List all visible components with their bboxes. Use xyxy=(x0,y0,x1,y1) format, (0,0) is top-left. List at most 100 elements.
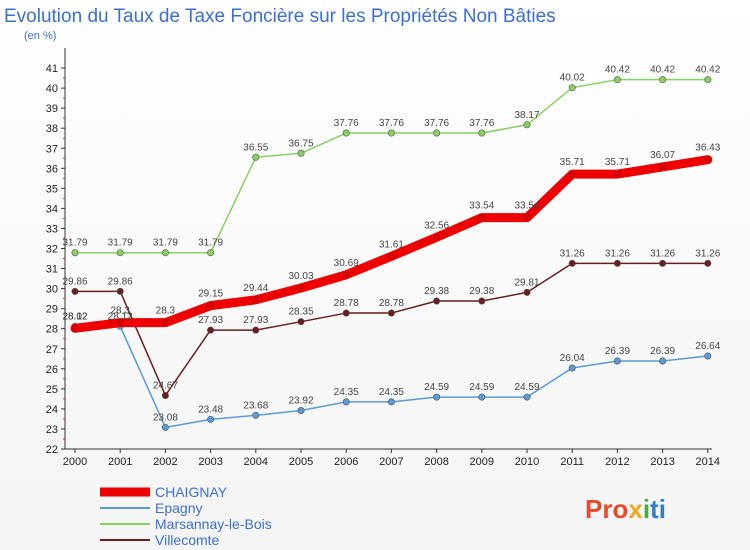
data-point xyxy=(387,129,395,137)
data-point xyxy=(71,324,79,332)
data-point xyxy=(342,398,350,406)
data-point xyxy=(478,297,486,305)
data-label: 23.08 xyxy=(153,412,178,423)
y-tick-label: 24 xyxy=(46,404,58,416)
data-point xyxy=(161,249,169,257)
data-point xyxy=(297,318,305,326)
data-label: 28.3 xyxy=(156,306,176,317)
data-label: 36.07 xyxy=(650,150,675,161)
data-point xyxy=(252,326,260,334)
data-point xyxy=(659,76,667,84)
data-point xyxy=(613,259,621,267)
data-label: 24.59 xyxy=(469,382,494,393)
data-point xyxy=(162,319,169,326)
data-label: 28.3 xyxy=(110,306,130,317)
data-label: 29.81 xyxy=(514,277,539,288)
data-point xyxy=(297,284,305,292)
x-tick-label: 2012 xyxy=(605,456,629,468)
y-tick-label: 33 xyxy=(46,223,58,235)
x-tick-label: 2001 xyxy=(108,456,132,468)
data-point xyxy=(523,288,531,296)
data-point xyxy=(433,233,440,241)
x-tick-label: 2013 xyxy=(650,456,674,468)
data-point xyxy=(614,170,621,178)
data-label: 27.93 xyxy=(243,315,268,326)
data-point xyxy=(659,357,667,365)
axes: 22 23 24 25 26 27 28 29 30 31 32 33 34 35 36 37 38 39 40 41… xyxy=(46,48,720,468)
data-label: 31.26 xyxy=(650,248,675,259)
data-point xyxy=(207,326,215,334)
data-point xyxy=(116,319,124,326)
data-point xyxy=(568,84,576,92)
data-point xyxy=(207,249,215,257)
data-point xyxy=(613,357,621,365)
data-point xyxy=(297,407,305,415)
data-point xyxy=(478,129,486,137)
data-point xyxy=(659,259,667,267)
data-label: 29.15 xyxy=(198,289,223,300)
data-label: 24.35 xyxy=(379,387,404,398)
y-tick-label: 22 xyxy=(46,444,58,456)
data-label: 29.38 xyxy=(469,286,494,297)
data-point xyxy=(523,393,531,401)
y-tick-label: 30 xyxy=(46,284,58,296)
data-label: 30.03 xyxy=(288,271,313,282)
data-point xyxy=(568,364,576,372)
data-label: 28.12 xyxy=(62,311,87,322)
data-label: 29.44 xyxy=(243,283,268,294)
y-tick-label: 25 xyxy=(46,384,58,396)
data-point xyxy=(252,411,260,419)
x-tick-label: 2008 xyxy=(424,456,448,468)
y-tick-label: 23 xyxy=(46,424,58,436)
data-label: 24.59 xyxy=(514,382,539,393)
data-label: 37.76 xyxy=(334,118,359,129)
data-point xyxy=(704,156,712,163)
data-label: 28.78 xyxy=(379,298,404,309)
data-point xyxy=(161,391,169,399)
y-tick-label: 38 xyxy=(46,123,58,135)
y-tick-label: 32 xyxy=(46,244,58,256)
data-label: 23.92 xyxy=(288,396,313,407)
y-tick-label: 26 xyxy=(46,364,58,376)
legend-label: Marsannay-le-Bois xyxy=(155,516,272,532)
data-label: 26.39 xyxy=(650,346,675,357)
logo-part-3: i xyxy=(643,494,650,524)
legend: CHAIGNAYEpagnyMarsannay-le-BoisVillecomt… xyxy=(100,484,272,548)
data-label: 37.76 xyxy=(424,118,449,129)
logo-part-4: ti xyxy=(650,494,666,524)
y-tick-label: 34 xyxy=(46,203,58,215)
data-label: 40.42 xyxy=(605,65,630,76)
data-label: 40.42 xyxy=(695,65,720,76)
series-layer: 28.02 28.3 28.3 29.15 29.44 30.03 30.69 31.61 32… xyxy=(62,65,721,431)
data-label: 24.67 xyxy=(153,380,178,391)
data-point xyxy=(252,296,260,304)
data-label: 31.61 xyxy=(379,239,404,250)
y-tick-label: 36 xyxy=(46,163,58,175)
legend-label: Epagny xyxy=(155,500,202,516)
y-tick-label: 35 xyxy=(46,183,58,195)
data-point xyxy=(433,129,441,137)
x-tick-label: 2011 xyxy=(560,456,584,468)
data-point xyxy=(659,163,666,171)
data-label: 36.43 xyxy=(695,143,720,154)
data-point xyxy=(71,249,79,257)
data-point xyxy=(568,170,576,178)
logo-part-1: Pro xyxy=(585,494,628,524)
x-tick-label: 2003 xyxy=(198,456,222,468)
data-point xyxy=(568,259,576,267)
x-tick-label: 2010 xyxy=(515,456,539,468)
data-label: 37.76 xyxy=(379,118,404,129)
series-line-villecomte xyxy=(74,262,709,397)
x-tick-label: 2007 xyxy=(379,456,403,468)
data-point xyxy=(342,309,350,317)
data-point xyxy=(613,76,621,84)
data-label: 26.04 xyxy=(560,353,585,364)
data-label: 33.54 xyxy=(469,201,494,212)
data-label: 27.93 xyxy=(198,315,223,326)
data-label: 35.71 xyxy=(605,157,630,168)
y-tick-label: 28 xyxy=(46,324,58,336)
y-tick-label: 37 xyxy=(46,143,58,155)
y-tick-label: 27 xyxy=(46,344,58,356)
data-label: 23.68 xyxy=(243,400,268,411)
